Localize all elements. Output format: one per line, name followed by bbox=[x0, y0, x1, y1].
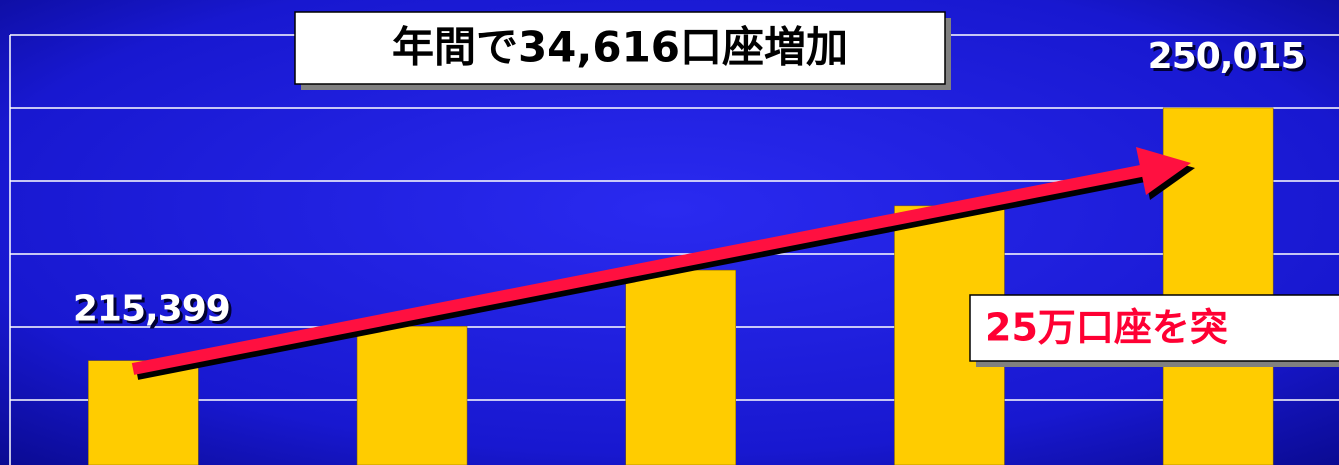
bar bbox=[625, 269, 736, 465]
value-label-shadow: 215,399 bbox=[76, 292, 233, 333]
annotation-callout: 25万口座を突 bbox=[985, 306, 1228, 350]
value-label: 250,015 bbox=[1148, 36, 1305, 77]
trend-arrow bbox=[131, 147, 1195, 380]
value-label: 215,399 bbox=[73, 289, 230, 330]
title-box: 年間で34,616口座増加 bbox=[294, 11, 951, 90]
annotation-title: 年間で34,616口座増加 bbox=[392, 23, 848, 72]
value-label-shadow: 250,015 bbox=[1151, 39, 1308, 80]
bar bbox=[356, 326, 468, 465]
callout-box: 25万口座を突 bbox=[969, 294, 1339, 367]
